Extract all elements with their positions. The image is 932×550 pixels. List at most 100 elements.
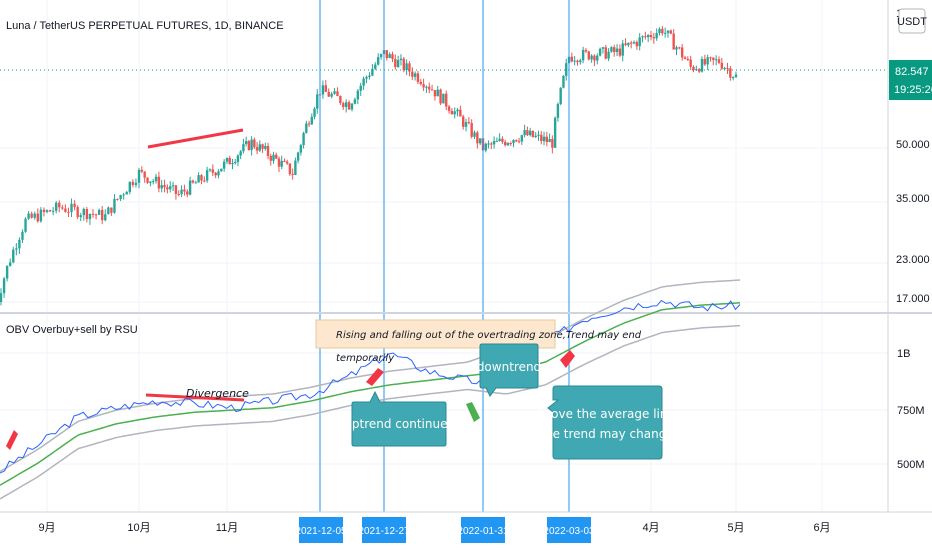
candle-body <box>613 47 616 53</box>
uptrend-callout[interactable]: uptrend continues <box>344 390 454 447</box>
candle-body <box>70 203 73 213</box>
average-line-callout[interactable]: Above the average line, the trend may ch… <box>535 385 679 460</box>
candle-body <box>116 198 119 200</box>
candle <box>174 184 178 200</box>
candle <box>277 156 281 173</box>
candle <box>61 204 64 211</box>
downtrend-callout[interactable]: downtrend <box>477 343 541 397</box>
candle-body <box>110 207 113 213</box>
candle-body <box>490 143 493 145</box>
candle <box>305 120 308 134</box>
candle-body <box>675 47 678 50</box>
candle-body <box>478 138 482 144</box>
candle-body <box>492 141 496 145</box>
symbol-title[interactable]: Luna / TetherUS PERPETUAL FUTURES, 1D, B… <box>6 20 284 32</box>
candle <box>672 29 675 50</box>
candle-body <box>467 122 471 124</box>
candle <box>42 207 46 217</box>
candle <box>180 185 183 198</box>
candle-body <box>646 35 650 38</box>
currency-button[interactable]: USDT <box>897 8 927 34</box>
indicator-title[interactable]: OBV Overbuy+sell by RSU <box>6 324 138 336</box>
candle <box>294 157 297 176</box>
candle-body <box>726 67 729 69</box>
obv-line <box>0 299 741 474</box>
candle-body <box>272 154 275 161</box>
candle <box>621 39 624 62</box>
candle <box>413 71 417 81</box>
candle-body <box>313 108 316 117</box>
candle <box>33 211 36 220</box>
candle <box>327 88 330 97</box>
candle-body <box>160 185 163 189</box>
candle-body <box>598 48 602 56</box>
candle <box>272 151 275 164</box>
zone-note-box[interactable]: Rising and falling out of the overtradin… <box>315 319 642 349</box>
candle <box>503 139 507 147</box>
candle-body <box>430 89 434 91</box>
candle <box>330 91 333 99</box>
candle <box>186 189 189 198</box>
upper-band-line <box>0 279 741 473</box>
candle <box>388 52 391 59</box>
candle-body <box>394 58 397 68</box>
candle <box>82 207 85 221</box>
candle <box>191 179 195 184</box>
indicator-tick: 500M <box>897 459 925 471</box>
candle <box>553 116 557 149</box>
candle <box>680 44 684 61</box>
candle-body <box>154 176 158 182</box>
candle <box>45 209 49 214</box>
candle-body <box>615 48 619 53</box>
candle-body <box>339 96 342 104</box>
candle <box>288 163 292 176</box>
date-marker-label: 2021-12-05 <box>295 526 347 537</box>
candle <box>116 198 119 201</box>
candle-body <box>523 130 526 136</box>
candle <box>439 88 442 106</box>
candle <box>344 99 348 113</box>
candle <box>551 135 554 154</box>
candle-body <box>433 90 437 97</box>
candle-body <box>194 182 197 184</box>
candle <box>495 137 499 142</box>
candle <box>593 54 596 67</box>
candle-body <box>169 186 172 190</box>
candle-body <box>618 48 622 56</box>
candle <box>73 200 76 211</box>
candle <box>321 80 325 99</box>
candle <box>467 117 471 125</box>
candle-body <box>94 214 98 216</box>
candle <box>565 58 568 81</box>
candle <box>64 204 67 213</box>
candle-body <box>220 168 223 172</box>
candle <box>250 136 253 156</box>
candle-body <box>672 33 675 50</box>
candle <box>239 150 242 160</box>
candle <box>67 207 70 218</box>
candle <box>559 87 562 106</box>
candle-body <box>678 47 681 49</box>
candle-body <box>714 59 718 61</box>
candle-body <box>388 54 391 59</box>
candle-body <box>590 55 593 60</box>
candle <box>324 80 328 93</box>
candle-body <box>447 106 451 111</box>
candle <box>151 179 155 185</box>
candle <box>661 26 664 36</box>
candle-body <box>686 58 690 60</box>
candle-body <box>422 84 425 88</box>
candle <box>678 46 681 50</box>
candle-body <box>97 210 101 215</box>
price-tick: 23.000 <box>896 254 930 266</box>
candle <box>269 153 272 166</box>
candle-body <box>697 69 701 72</box>
candle <box>545 131 549 147</box>
candle <box>125 190 128 195</box>
candle-body <box>655 33 658 39</box>
candle-body <box>573 60 576 62</box>
candle <box>302 131 305 149</box>
candle <box>110 207 113 216</box>
candle <box>119 194 122 202</box>
candle <box>236 154 240 167</box>
